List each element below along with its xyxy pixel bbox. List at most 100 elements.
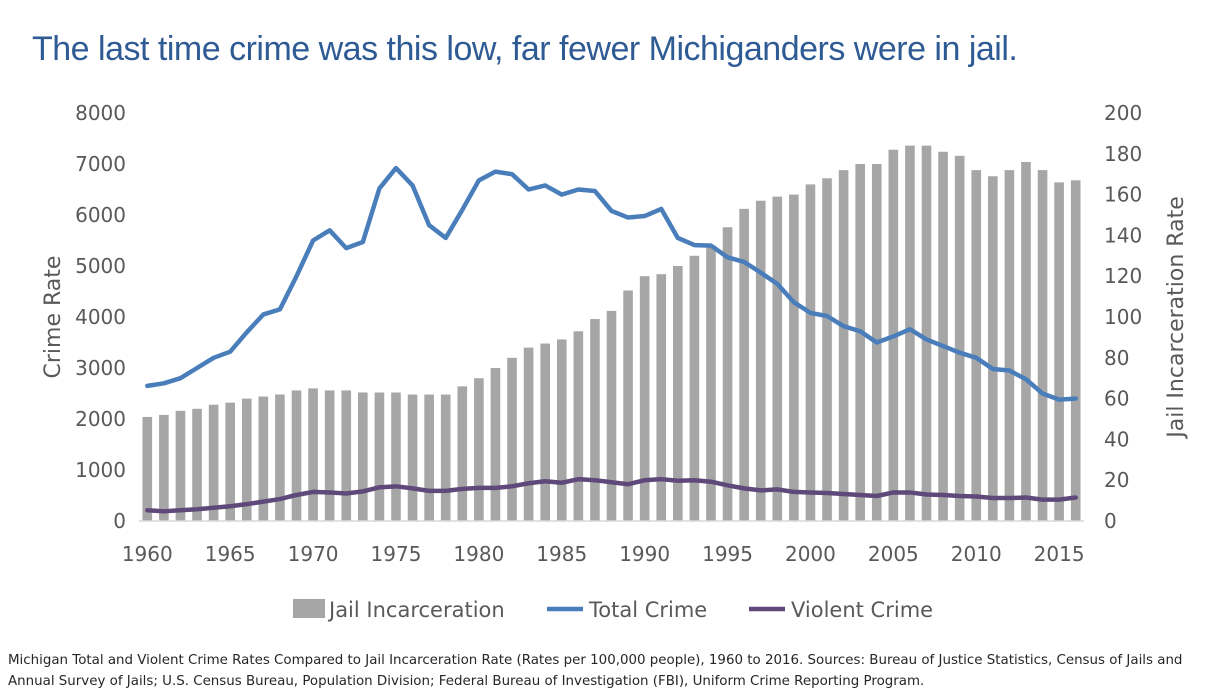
jail-bar-1962 xyxy=(175,410,186,521)
jail-bar-1986 xyxy=(573,331,584,521)
jail-bar-1990 xyxy=(639,276,650,521)
left-tick-label: 7000 xyxy=(75,152,126,176)
jail-bar-2016 xyxy=(1070,180,1081,521)
jail-bar-1973 xyxy=(358,392,368,521)
jail-bar-1982 xyxy=(507,357,517,521)
jail-bar-2009 xyxy=(954,155,965,521)
jail-bar-2012 xyxy=(1004,170,1015,521)
x-tick-label: 1995 xyxy=(702,542,753,566)
jail-bar-1983 xyxy=(523,347,534,521)
x-tick-label: 1975 xyxy=(371,542,422,566)
x-tick-label: 2000 xyxy=(785,542,836,566)
right-tick-label: 80 xyxy=(1104,346,1129,370)
jail-bar-2000 xyxy=(805,184,816,521)
jail-bar-1981 xyxy=(490,368,501,521)
jail-bar-1974 xyxy=(374,392,385,521)
x-tick-label: 1965 xyxy=(205,542,256,566)
jail-bar-1970 xyxy=(308,388,318,521)
right-tick-label: 100 xyxy=(1104,305,1142,329)
jail-bar-1999 xyxy=(789,194,799,521)
jail-bar-1984 xyxy=(540,343,550,521)
legend-label-jail-incarceration: Jail Incarceration xyxy=(327,598,505,622)
legend-label-total-crime: Total Crime xyxy=(588,598,707,622)
right-y-axis-ticks: 0 20 40 60 80 100 120 140 160 180 200 xyxy=(1104,101,1142,533)
jail-bar-1961 xyxy=(159,414,169,521)
legend-swatch-jail-incarceration xyxy=(293,599,325,618)
violent-crime-line xyxy=(145,476,1078,514)
jail-bar-1964 xyxy=(208,404,219,521)
legend: Jail Incarceration Total Crime Violent Cri… xyxy=(293,598,933,622)
jail-bar-1979 xyxy=(457,386,468,521)
right-tick-label: 140 xyxy=(1104,223,1142,247)
left-tick-label: 6000 xyxy=(75,203,126,227)
crime-lines xyxy=(145,165,1078,514)
jail-bar-2002 xyxy=(838,170,849,521)
jail-bar-1966 xyxy=(241,398,252,521)
jail-bar-2010 xyxy=(971,170,982,521)
left-axis-title: Crime Rate xyxy=(41,256,66,379)
jail-bar-1967 xyxy=(258,396,269,521)
jail-bar-1998 xyxy=(772,196,783,521)
jail-bar-1993 xyxy=(689,255,700,522)
jail-bar-1997 xyxy=(755,200,766,521)
left-tick-label: 4000 xyxy=(75,305,126,329)
jail-bar-2008 xyxy=(938,151,948,521)
jail-bar-2011 xyxy=(988,176,998,522)
right-tick-label: 160 xyxy=(1104,183,1142,207)
jail-bar-1996 xyxy=(739,208,749,521)
chart-title: The last time crime was this low, far fe… xyxy=(32,30,1018,68)
jail-bar-1977 xyxy=(424,394,434,521)
jail-bar-1972 xyxy=(341,390,352,521)
jail-bar-1971 xyxy=(324,390,335,521)
jail-bar-1991 xyxy=(656,274,667,521)
jail-bar-2014 xyxy=(1037,170,1048,521)
jail-bar-1989 xyxy=(623,290,633,521)
x-tick-label: 1960 xyxy=(122,542,173,566)
right-tick-label: 0 xyxy=(1104,509,1117,533)
jail-bar-1980 xyxy=(474,378,484,521)
right-tick-label: 20 xyxy=(1104,468,1129,492)
x-tick-label: 2010 xyxy=(951,542,1002,566)
left-tick-label: 2000 xyxy=(75,407,126,431)
jail-bar-1987 xyxy=(590,319,600,521)
x-tick-label: 1980 xyxy=(453,542,504,566)
jail-bar-1965 xyxy=(225,402,235,521)
x-tick-label: 2005 xyxy=(868,542,919,566)
total-crime-line xyxy=(145,165,1078,402)
jail-bar-1969 xyxy=(291,390,302,521)
jail-bar-2006 xyxy=(905,145,915,521)
x-tick-label: 1990 xyxy=(619,542,670,566)
x-tick-label: 1970 xyxy=(288,542,339,566)
jail-bar-1963 xyxy=(192,408,202,521)
right-axis-title: Jail Incarceration Rate xyxy=(1164,196,1189,440)
right-tick-label: 200 xyxy=(1104,101,1142,125)
jail-bar-1992 xyxy=(673,266,683,521)
right-tick-label: 120 xyxy=(1104,264,1142,288)
chart: 0 1000 2000 3000 4000 5000 6000 7000 8000 0 20 40 6… xyxy=(41,101,1189,622)
left-tick-label: 8000 xyxy=(75,101,126,125)
jail-bar-1994 xyxy=(706,245,716,521)
right-tick-label: 180 xyxy=(1104,142,1142,166)
jail-bar-1968 xyxy=(275,394,285,521)
jail-bar-1988 xyxy=(606,310,617,521)
jail-bar-1975 xyxy=(391,392,401,521)
jail-bar-1976 xyxy=(407,394,418,521)
left-tick-label: 3000 xyxy=(75,356,126,380)
jail-bar-2013 xyxy=(1021,161,1031,521)
x-tick-label: 2015 xyxy=(1034,542,1085,566)
legend-label-violent-crime: Violent Crime xyxy=(791,598,933,622)
x-tick-label: 1985 xyxy=(536,542,587,566)
right-tick-label: 60 xyxy=(1104,387,1129,411)
jail-bar-2001 xyxy=(822,178,832,521)
left-tick-label: 1000 xyxy=(75,458,126,482)
x-axis-ticks: 1960 1965 1970 1975 1980 1985 1990 1995 2000 2005… xyxy=(122,542,1085,566)
jail-bar-2007 xyxy=(921,145,932,521)
jail-incarceration-bars xyxy=(142,145,1081,522)
left-tick-label: 5000 xyxy=(75,254,126,278)
jail-bar-1985 xyxy=(556,339,567,521)
jail-bar-1995 xyxy=(722,227,733,522)
jail-bar-2003 xyxy=(855,164,865,521)
right-tick-label: 40 xyxy=(1104,427,1129,451)
jail-bar-1960 xyxy=(142,416,153,521)
left-y-axis-ticks: 0 1000 2000 3000 4000 5000 6000 7000 8000 xyxy=(75,101,126,533)
